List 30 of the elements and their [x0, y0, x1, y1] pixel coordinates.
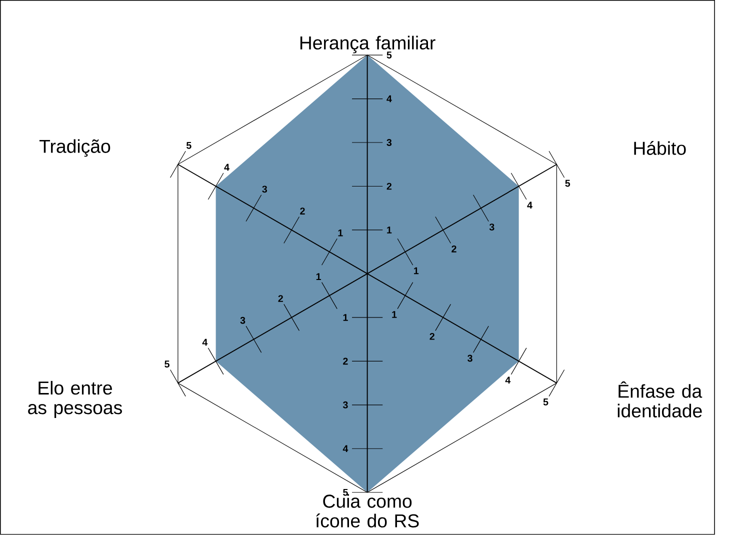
- spoke-label: Tradição: [39, 139, 110, 157]
- text: 3: [342, 402, 348, 409]
- spoke-label: Elo entre as pessoas: [28, 381, 122, 418]
- text: 4: [386, 96, 392, 102]
- text: 1: [343, 314, 348, 321]
- spoke-label: Ênfase da identidade: [618, 382, 702, 418]
- text: 2: [300, 208, 305, 215]
- text: 5: [343, 489, 348, 496]
- text: 3: [386, 139, 392, 146]
- text: 2: [278, 295, 283, 302]
- text: 3: [262, 186, 268, 193]
- text: 2: [386, 182, 392, 190]
- text: 4: [342, 445, 348, 452]
- text: 4: [527, 202, 532, 209]
- text: 1: [338, 230, 343, 236]
- text: 5: [543, 398, 548, 406]
- text: 5: [565, 180, 570, 187]
- text: 4: [224, 164, 230, 171]
- text: 1: [392, 311, 397, 318]
- text: 2: [430, 333, 434, 340]
- text: 2: [343, 358, 348, 365]
- text: 3: [240, 317, 246, 324]
- text: 1: [414, 268, 419, 274]
- spoke-label: Cuia como ícone do RS: [316, 494, 419, 528]
- text: 5: [386, 52, 392, 59]
- spoke-label: Hábito: [634, 141, 686, 156]
- text: 4: [505, 376, 511, 384]
- text: 3: [468, 354, 472, 362]
- text: 1: [387, 226, 392, 234]
- text: 5: [186, 142, 192, 149]
